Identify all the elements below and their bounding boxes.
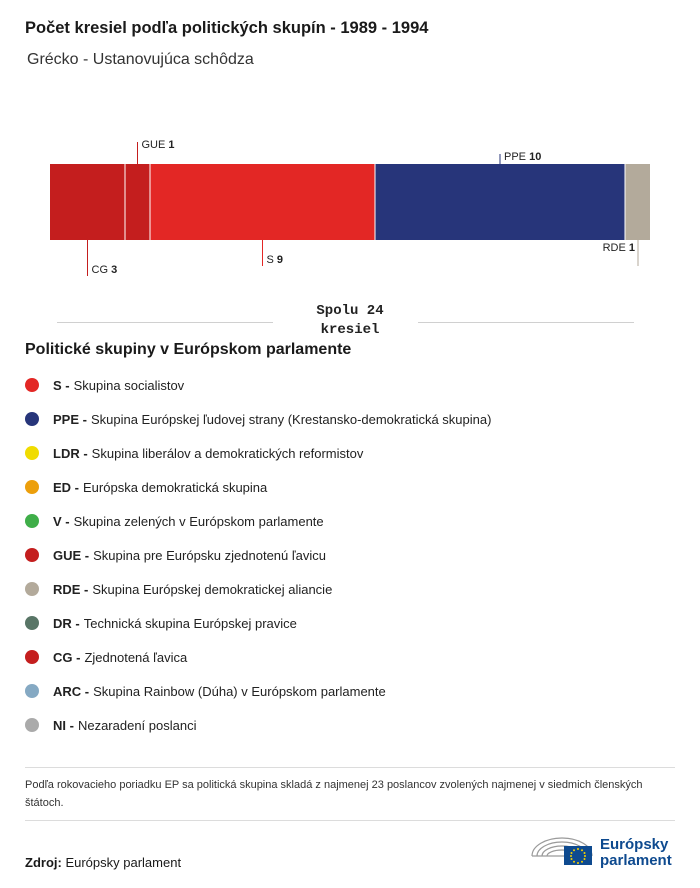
- legend-dot-icon: [25, 548, 39, 562]
- logo-wordmark: Európsky parlament: [600, 837, 672, 869]
- source-value: Európsky parlament: [65, 855, 182, 870]
- source-label: Zdroj:: [25, 855, 62, 870]
- legend-item: ARC - Skupina Rainbow (Dúha) v Európskom …: [25, 674, 491, 708]
- data-label-cg: CG 3: [92, 264, 118, 276]
- divider: [25, 767, 675, 768]
- legend-abbr: PPE -: [53, 411, 87, 427]
- legend-dot-icon: [25, 378, 39, 392]
- logo-line2: parlament: [600, 852, 672, 869]
- legend-item: S - Skupina socialistov: [25, 368, 491, 402]
- legend-abbr: S -: [53, 377, 70, 393]
- legend-abbr: V -: [53, 513, 70, 529]
- legend-item: LDR - Skupina liberálov a demokratických …: [25, 436, 491, 470]
- legend-text: Skupina Európskej demokratickej aliancie: [92, 581, 333, 597]
- legend-item: RDE - Skupina Európskej demokratickej ali…: [25, 572, 491, 606]
- legend-abbr: LDR -: [53, 445, 88, 461]
- legend-item: GUE - Skupina pre Európsku zjednotenú ľav…: [25, 538, 491, 572]
- legend-text: Skupina socialistov: [73, 377, 185, 393]
- legend-dot-icon: [25, 684, 39, 698]
- legend-text: Skupina Rainbow (Dúha) v Európskom parla…: [93, 683, 386, 699]
- legend-dot-icon: [25, 514, 39, 528]
- legend-abbr: NI -: [53, 717, 74, 733]
- data-label-ppe: PPE 10: [504, 151, 541, 163]
- legend-abbr: DR -: [53, 615, 80, 631]
- total-divider-right: [418, 322, 634, 323]
- legend-dot-icon: [25, 582, 39, 596]
- data-label-gue: GUE 1: [142, 139, 175, 151]
- chart-title: Počet kresiel podľa politických skupín -…: [25, 19, 429, 37]
- legend-dot-icon: [25, 650, 39, 664]
- total-seats: Spolu 24 kresiel: [300, 302, 400, 340]
- chart-subtitle: Grécko - Ustanovujúca schôdza: [27, 51, 254, 68]
- legend-dot-icon: [25, 480, 39, 494]
- legend-item: V - Skupina zelených v Európskom parlamen…: [25, 504, 491, 538]
- legend-abbr: CG -: [53, 649, 81, 665]
- eu-stars-icon: [570, 848, 586, 864]
- legend-text: Technická skupina Európskej pravice: [83, 615, 297, 631]
- legend-abbr: ED -: [53, 479, 79, 495]
- bar-segment-s: [150, 164, 375, 240]
- legend-dot-icon: [25, 446, 39, 460]
- legend-text: Skupina liberálov a demokratických refor…: [91, 445, 364, 461]
- legend-text: Nezaradení poslanci: [77, 717, 197, 733]
- legend-text: Zjednotená ľavica: [84, 649, 188, 665]
- legend-item: CG - Zjednotená ľavica: [25, 640, 491, 674]
- legend-text: Skupina Európskej ľudovej strany (Kresta…: [90, 411, 492, 427]
- total-seats-line1: Spolu 24: [316, 303, 384, 319]
- data-label-rde: RDE 1: [603, 242, 635, 254]
- legend-dot-icon: [25, 616, 39, 630]
- bar-segment-gue: [125, 164, 150, 240]
- bar-segment-ppe: [375, 164, 625, 240]
- legend-item: ED - Európska demokratická skupina: [25, 470, 491, 504]
- legend-dot-icon: [25, 718, 39, 732]
- total-divider-left: [57, 322, 273, 323]
- footnote: Podľa rokovacieho poriadku EP sa politic…: [25, 779, 643, 809]
- legend-abbr: ARC -: [53, 683, 90, 699]
- legend-abbr: RDE -: [53, 581, 89, 597]
- legend-item: NI - Nezaradení poslanci: [25, 708, 491, 742]
- divider: [25, 820, 675, 821]
- legend-title: Politické skupiny v Európskom parlamente: [25, 341, 352, 358]
- logo-line1: Európsky: [600, 836, 669, 853]
- bar-segment-cg: [50, 164, 125, 240]
- legend-item: DR - Technická skupina Európskej pravice: [25, 606, 491, 640]
- seat-bar-chart: CG 3 GUE 1 S 9 PPE 10 RDE 1: [50, 139, 650, 276]
- legend-item: PPE - Skupina Európskej ľudovej strany (K…: [25, 402, 491, 436]
- bar-segment-rde: [625, 164, 650, 240]
- european-parliament-logo: [531, 837, 593, 865]
- legend-abbr: GUE -: [53, 547, 90, 563]
- total-seats-line2: kresiel: [320, 322, 380, 338]
- legend-text: Európska demokratická skupina: [83, 479, 268, 495]
- source: Zdroj: Európsky parlament: [25, 855, 181, 870]
- legend: S - Skupina socialistov PPE - Skupina Európ…: [25, 368, 491, 742]
- legend-dot-icon: [25, 412, 39, 426]
- legend-text: Skupina pre Európsku zjednotenú ľavicu: [93, 547, 327, 563]
- legend-text: Skupina zelených v Európskom parlamente: [73, 513, 324, 529]
- data-label-s: S 9: [267, 254, 284, 266]
